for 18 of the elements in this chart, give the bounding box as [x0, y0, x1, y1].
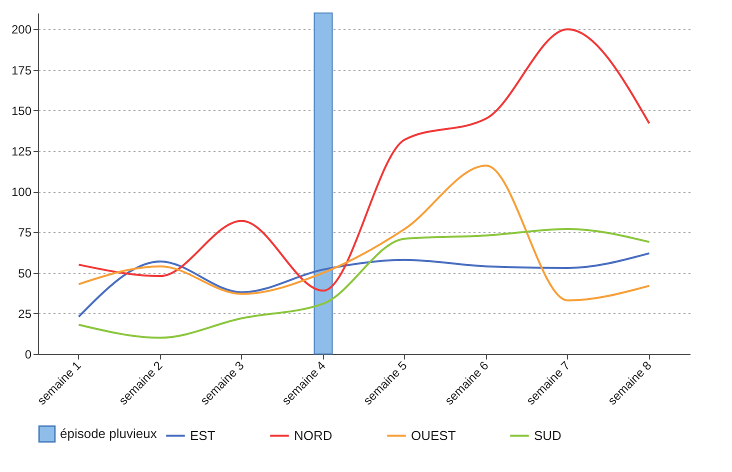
y-tick-label: 100 — [11, 185, 32, 200]
y-tick-label: 175 — [11, 63, 32, 78]
legend-label: OUEST — [411, 428, 456, 443]
line-series — [78, 228, 650, 339]
y-tick-label: 150 — [11, 104, 32, 118]
legend-label: SUD — [534, 428, 562, 443]
y-tick-label: 125 — [11, 144, 32, 159]
line-series — [78, 164, 650, 302]
line-series — [78, 28, 650, 292]
y-tick-label: 75 — [18, 226, 32, 240]
y-tick-label: 50 — [18, 266, 32, 280]
line-series — [78, 252, 650, 318]
legend-label: EST — [190, 428, 216, 443]
legend-label: épisode pluvieux — [60, 426, 158, 441]
y-tick-label: 0 — [24, 348, 32, 362]
y-tick-label: 200 — [11, 22, 32, 37]
y-tick-label: 25 — [18, 306, 32, 321]
legend-label: NORD — [294, 428, 332, 443]
